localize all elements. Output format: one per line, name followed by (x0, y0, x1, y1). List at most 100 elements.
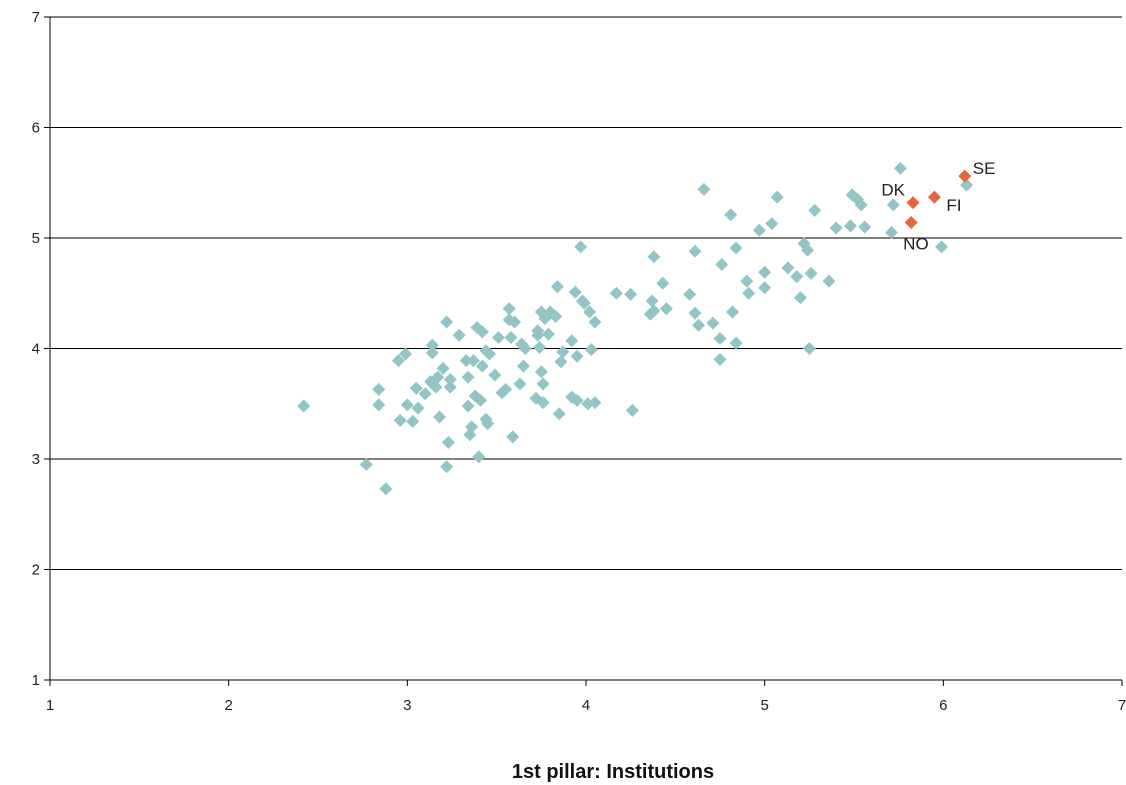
data-point (647, 250, 661, 264)
data-point (541, 327, 555, 341)
data-point (752, 223, 766, 237)
data-point (474, 393, 488, 407)
data-point (429, 380, 443, 394)
data-point (893, 161, 907, 175)
data-point (459, 354, 473, 368)
data-point (466, 354, 480, 368)
data-point (781, 261, 795, 275)
data-point (692, 318, 706, 332)
gridlines (50, 16, 1122, 681)
data-point (656, 276, 670, 290)
data-point (624, 287, 638, 301)
data-point (801, 243, 815, 257)
y-tick-label: 7 (32, 9, 40, 26)
data-point (697, 182, 711, 196)
data-point (625, 403, 639, 417)
data-point (688, 306, 702, 320)
x-tick-label: 5 (760, 697, 768, 714)
data-point (461, 399, 475, 413)
x-tick-label: 4 (582, 697, 590, 714)
x-tick-label: 2 (224, 697, 232, 714)
data-point (577, 296, 591, 310)
data-point (742, 286, 756, 300)
y-tick-label: 2 (32, 562, 40, 579)
data-point (713, 353, 727, 367)
data-point (770, 190, 784, 204)
point-labels: SE FI DK NO (881, 159, 995, 253)
data-point (432, 410, 446, 424)
data-point (379, 482, 393, 496)
data-point (531, 328, 545, 342)
point-label-se: SE (973, 159, 996, 178)
data-point-highlight (904, 216, 918, 230)
data-point (935, 240, 949, 254)
data-point (726, 305, 740, 319)
x-tick-labels: 1 2 3 4 5 6 7 (46, 697, 1126, 714)
y-tick-label: 6 (32, 120, 40, 137)
data-point (513, 377, 527, 391)
data-point (502, 302, 516, 316)
data-point (409, 381, 423, 395)
data-point (645, 294, 659, 308)
data-point (588, 396, 602, 410)
data-point (391, 354, 405, 368)
data-point (536, 377, 550, 391)
data-point (583, 305, 597, 319)
data-point (808, 203, 822, 217)
x-axis-title: 1st pillar: Institutions (512, 761, 714, 783)
data-point (854, 198, 868, 212)
axes (44, 16, 1123, 686)
x-tick-label: 1 (46, 697, 54, 714)
data-point-highlight (927, 190, 941, 204)
data-point (508, 315, 522, 329)
data-point (440, 315, 454, 329)
data-point-highlight (906, 196, 920, 210)
data-point (885, 225, 899, 239)
data-point (609, 286, 623, 300)
data-point (822, 274, 836, 288)
data-point (960, 178, 974, 192)
data-point (829, 221, 843, 235)
data-point (441, 435, 455, 449)
data-point (574, 240, 588, 254)
y-tick-label: 5 (32, 230, 40, 247)
data-point (440, 460, 454, 474)
data-point (793, 291, 807, 305)
x-tick-label: 3 (403, 697, 411, 714)
data-point (565, 334, 579, 348)
point-label-dk: DK (881, 181, 905, 200)
data-point (483, 347, 497, 361)
data-point (411, 401, 425, 415)
data-point (418, 387, 432, 401)
y-tick-label: 1 (32, 672, 40, 689)
y-tick-label: 4 (32, 341, 40, 358)
data-point (499, 382, 513, 396)
data-point (533, 340, 547, 354)
x-tick-label: 6 (939, 697, 947, 714)
data-point (724, 208, 738, 222)
data-point (488, 368, 502, 382)
data-point (802, 342, 816, 355)
data-point (425, 346, 439, 360)
data-point (715, 258, 729, 272)
data-point (475, 325, 489, 339)
point-label-fi: FI (946, 196, 961, 215)
data-point (804, 266, 818, 280)
data-point (399, 347, 413, 361)
data-point (372, 382, 386, 396)
data-point (549, 309, 563, 323)
y-tick-label: 3 (32, 451, 40, 468)
data-point (729, 336, 743, 350)
data-point (765, 217, 779, 231)
data-point (659, 302, 673, 316)
data-point (516, 359, 530, 373)
data-point (372, 398, 386, 412)
data-point (729, 241, 743, 255)
data-point (443, 372, 457, 386)
data-point (858, 220, 872, 234)
data-point (758, 265, 772, 279)
data-points (297, 161, 974, 496)
data-point-highlight (958, 169, 972, 183)
data-point (554, 355, 568, 369)
